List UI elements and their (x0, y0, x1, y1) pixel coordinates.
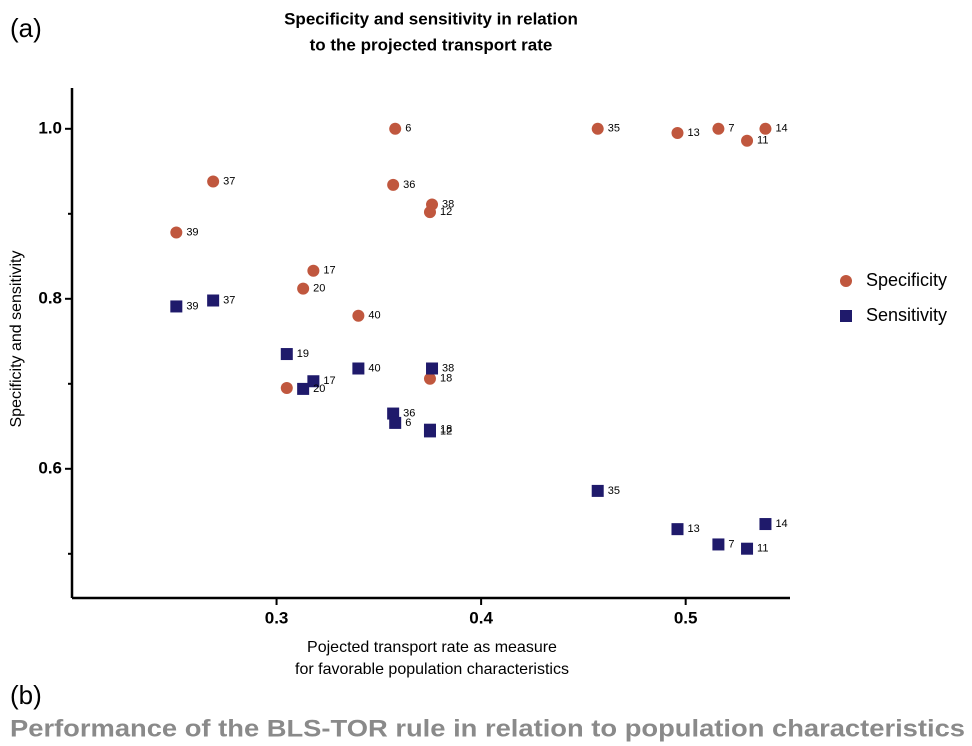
point-label: 20 (313, 283, 325, 295)
point (387, 178, 400, 191)
point (712, 122, 725, 135)
x-tick-label: 0.4 (469, 608, 493, 627)
point-label: 14 (775, 518, 787, 530)
chart-title: Specificity and sensitivity in relation (284, 9, 578, 28)
point (170, 300, 183, 313)
chart-title: to the projected transport rate (310, 35, 553, 54)
point (759, 122, 772, 135)
point (297, 282, 310, 295)
y-axis-label: Specificity and sensitivity (8, 251, 25, 428)
point (741, 542, 754, 555)
legend-label: Sensitivity (866, 305, 947, 325)
point-label: 6 (405, 417, 411, 429)
point-label: 38 (442, 198, 454, 210)
point (426, 362, 439, 375)
point-label: 12 (440, 206, 452, 218)
point (389, 416, 402, 429)
point-label: 35 (608, 123, 620, 135)
legend-marker (840, 275, 852, 287)
caption: Performance of the BLS-TOR rule in relat… (10, 715, 965, 742)
point (280, 382, 293, 395)
point-label: 36 (403, 179, 415, 191)
point (741, 134, 754, 147)
point (352, 309, 365, 322)
point-label: 13 (687, 523, 699, 535)
point-label: 40 (368, 310, 380, 322)
point-label: 14 (775, 123, 787, 135)
x-tick-label: 0.3 (265, 608, 289, 627)
point (591, 484, 604, 497)
point (352, 362, 365, 375)
point (307, 264, 320, 277)
point-label: 38 (442, 362, 454, 374)
point (297, 382, 310, 395)
point (423, 206, 436, 219)
point-label: 7 (728, 538, 734, 550)
point (280, 348, 293, 361)
point (671, 523, 684, 536)
point (671, 127, 684, 140)
point-label: 37 (223, 294, 235, 306)
point (389, 122, 402, 135)
point (759, 518, 772, 531)
point (591, 122, 604, 135)
point-label: 7 (728, 123, 734, 135)
panel-label: (b) (10, 680, 42, 710)
point-label: 11 (757, 135, 768, 147)
point-label: 6 (405, 123, 411, 135)
point-label: 17 (323, 265, 335, 277)
point-label: 39 (186, 226, 198, 238)
legend-label: Specificity (866, 270, 947, 290)
y-tick-label: 0.6 (38, 458, 62, 477)
point (387, 407, 400, 420)
y-tick-label: 1.0 (38, 118, 62, 137)
point-label: 35 (608, 485, 620, 497)
x-axis-label: for favorable population characteristics (295, 661, 569, 678)
x-axis-label: Pojected transport rate as measure (307, 639, 557, 656)
point-label: 37 (223, 175, 235, 187)
point (423, 425, 436, 438)
point-label: 19 (297, 348, 309, 360)
point-label: 20 (313, 383, 325, 395)
point (207, 294, 220, 307)
point-label: 18 (440, 424, 452, 436)
point-label: 40 (368, 362, 380, 374)
panel-label: (a) (10, 13, 42, 43)
point-label: 13 (687, 127, 699, 139)
legend-marker (840, 310, 852, 322)
point (207, 175, 220, 188)
point (170, 226, 183, 239)
point-label: 39 (186, 300, 198, 312)
point-label: 36 (403, 407, 415, 419)
x-tick-label: 0.5 (674, 608, 698, 627)
point-label: 17 (323, 375, 335, 387)
point-label: 18 (440, 373, 452, 385)
point-label: 12 (440, 425, 452, 437)
point (307, 375, 320, 388)
point (423, 372, 436, 385)
point-label: 11 (757, 543, 768, 555)
y-tick-label: 0.8 (38, 288, 62, 307)
point (712, 538, 725, 551)
